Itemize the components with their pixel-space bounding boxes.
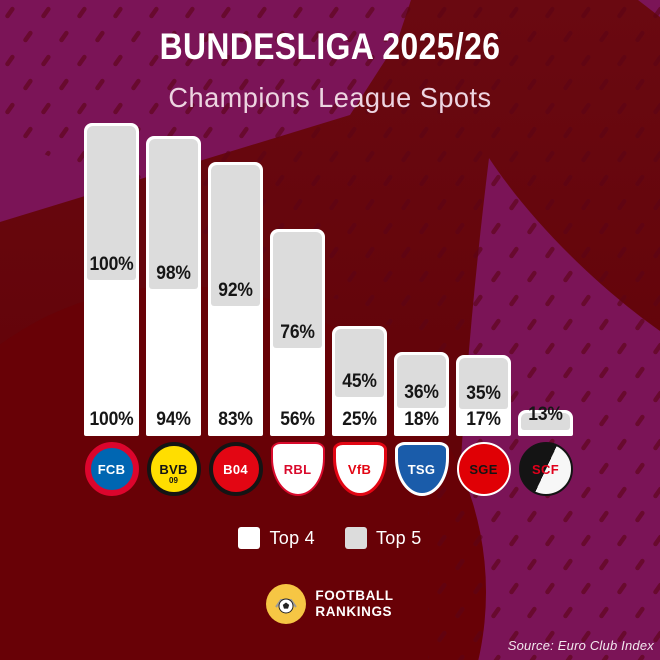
bar-segment-top4: 18% [394,408,449,436]
bar-segment-top4 [518,430,573,436]
bar-label-top5: 45% [342,370,377,392]
page-subtitle: Champions League Spots [168,82,492,113]
bar-segment-top4: 83% [208,306,263,436]
brand-name: FOOTBALL RANKINGS [315,588,393,620]
team-abbr: SCF [532,461,559,477]
bar-segment-top4: 100% [84,280,139,437]
bar-segment-top5: 45% [335,329,384,397]
source-credit: Source: Euro Club Index [507,638,654,653]
bar-label-top5: 13% [528,404,563,425]
team-logo-stuttgart: VfB [332,442,387,496]
team-abbr: VfB [347,461,372,477]
bar-label-top5: 100% [89,253,134,275]
bar-frankfurt: 35% 17% [456,354,511,436]
bar-leverkusen: 92% 83% [208,162,263,436]
bar-dortmund: 98% 94% [146,135,201,436]
bar-label-top5: 35% [466,383,501,405]
team-abbr-sub: 09 [169,476,178,485]
bar-segment-top5: 13% [521,404,570,430]
team-abbr: RBL [283,461,312,477]
team-logo-leverkusen: B04 [208,442,263,496]
team-abbr: FCB [97,461,126,477]
bar-segment-top5: 92% [211,165,260,307]
bar-hoffenheim: 36% 18% [394,351,449,436]
brand-line1: FOOTBALL [315,588,394,603]
team-logo-dortmund: BVB 09 [146,442,201,496]
bar-freiburg: 13% [518,404,573,436]
legend-label: Top 4 [269,527,315,548]
bar-label-top4: 83% [218,409,253,430]
bar-label-top5: 92% [218,280,253,302]
brand-line2: RANKINGS [315,604,393,619]
bar-bayern: 100% 100% [84,123,139,436]
team-logo-frankfurt: SGE [456,442,511,496]
bar-segment-top5: 35% [459,357,508,410]
team-abbr: B04 [223,461,248,477]
bar-segment-top5: 76% [273,232,322,349]
bar-segment-top5: 98% [149,138,198,289]
legend-swatch [238,527,261,549]
team-abbr: BVB [159,461,188,477]
bar-leipzig: 76% 56% [270,229,325,436]
bar-segment-top4: 56% [270,348,325,436]
bar-label-top4: 18% [404,409,439,430]
bar-segment-top4: 17% [456,409,511,436]
bar-label-top4: 25% [342,409,377,430]
team-logo-freiburg: SCF [518,442,573,496]
bar-label-top4: 100% [89,409,134,430]
football-rankings-logo: FOOTBALL RANKINGS [0,584,660,624]
legend: Top 4 Top 5 [0,527,660,549]
bar-label-top5: 76% [280,322,315,344]
team-logo-hoffenheim: TSG [394,442,449,496]
team-abbr: SGE [469,461,498,477]
bar-stuttgart: 45% 25% [332,326,387,436]
bar-label-top5: 36% [404,381,439,403]
team-abbr: TSG [407,461,436,477]
legend-label: Top 5 [376,527,422,548]
bar-segment-top5: 36% [397,354,446,408]
bar-label-top4: 56% [280,409,315,430]
bar-segment-top4: 25% [332,397,387,436]
legend-item-top-4: Top 4 [238,527,315,549]
page-title: BUNDESLIGA 2025/26 [159,26,501,67]
soccer-ball-icon [266,584,307,624]
team-logo-leipzig: RBL [270,442,325,496]
bar-segment-top4: 94% [146,289,201,436]
bar-segment-top5: 100% [87,126,136,280]
bar-label-top5: 98% [156,262,191,284]
bar-label-top4: 17% [466,409,501,430]
team-logo-bayern: FCB [84,442,139,496]
legend-swatch [345,527,367,549]
legend-item-top-5: Top 5 [345,527,422,549]
bar-label-top4: 94% [156,409,191,430]
